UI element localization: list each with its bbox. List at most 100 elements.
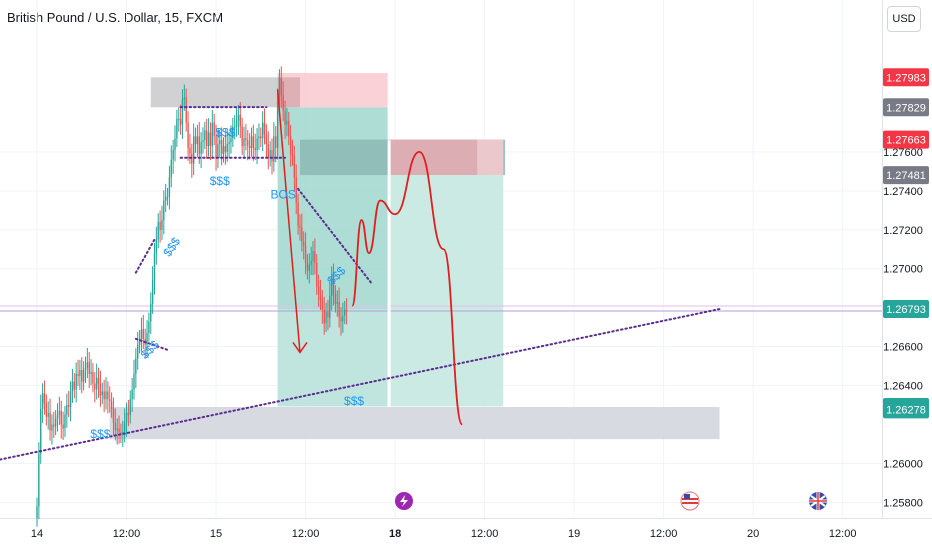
candle-body bbox=[271, 149, 273, 162]
candle-body bbox=[62, 424, 64, 429]
candle-body bbox=[263, 122, 266, 135]
candle-body bbox=[230, 138, 232, 143]
price-axis[interactable]: 1.25800 1.26000 1.26400 1.26600 1.27000 1.272… bbox=[883, 68, 929, 509]
candle-body bbox=[243, 138, 245, 147]
candle-body bbox=[207, 132, 210, 147]
candle-body bbox=[228, 142, 230, 145]
mid-sweep bbox=[134, 238, 156, 274]
candle-body bbox=[94, 383, 96, 390]
demand-zone bbox=[109, 407, 720, 440]
right-target-zone bbox=[389, 175, 504, 407]
candle-body bbox=[247, 140, 249, 147]
price-tick-label: 1.26600 bbox=[883, 342, 923, 354]
candle-body bbox=[71, 381, 74, 392]
candle-body bbox=[54, 418, 57, 427]
candle-body bbox=[342, 315, 344, 322]
candle-body bbox=[293, 155, 296, 178]
candle-body bbox=[282, 95, 284, 111]
candle-body bbox=[103, 391, 105, 400]
lightning-icon[interactable] bbox=[395, 492, 413, 510]
candle-body bbox=[308, 264, 310, 271]
economic-events[interactable] bbox=[395, 491, 827, 511]
candle-body bbox=[289, 136, 292, 154]
time-axis[interactable]: 14 12:00 15 12:00 18 12:00 19 12:00 20 12:00 bbox=[31, 528, 857, 540]
candle-body bbox=[340, 317, 342, 322]
candle-body bbox=[204, 130, 206, 141]
currency-button[interactable]: USD bbox=[887, 6, 921, 32]
candle-body bbox=[38, 453, 40, 507]
candle-body bbox=[286, 120, 288, 125]
candle-body bbox=[276, 101, 279, 148]
candle-body bbox=[202, 140, 204, 143]
candle-body bbox=[288, 120, 290, 137]
candle-body bbox=[235, 120, 238, 127]
candle-body bbox=[125, 412, 128, 423]
candle-body bbox=[258, 136, 260, 139]
candle-body bbox=[129, 399, 131, 415]
price-badge bbox=[883, 130, 929, 149]
candle-body bbox=[295, 177, 297, 203]
projection-path bbox=[351, 150, 464, 426]
candle-body bbox=[187, 122, 189, 148]
time-tick-label: 12:00 bbox=[650, 528, 678, 540]
candle-body bbox=[135, 358, 137, 374]
candle-body bbox=[176, 118, 178, 139]
candle-body bbox=[101, 391, 103, 396]
candle-body bbox=[338, 301, 340, 318]
candle-body bbox=[107, 391, 109, 400]
right-stop-overlap bbox=[389, 139, 478, 176]
candle-body bbox=[73, 381, 75, 390]
candle-body bbox=[185, 97, 187, 123]
liquidity-label: $$$ bbox=[90, 427, 110, 441]
uk-flag-icon[interactable] bbox=[809, 492, 827, 510]
candle-body bbox=[278, 77, 281, 102]
candle-body bbox=[127, 412, 130, 415]
candle-body bbox=[68, 405, 70, 407]
time-tick-label: 12:00 bbox=[113, 528, 141, 540]
candle-body bbox=[157, 222, 159, 240]
candle-body bbox=[241, 126, 243, 147]
candle-body bbox=[260, 136, 262, 139]
candle-body bbox=[95, 377, 98, 390]
candle-body bbox=[248, 146, 251, 148]
candle-body bbox=[297, 202, 299, 226]
candle-body bbox=[213, 122, 215, 137]
candle-body bbox=[114, 422, 117, 431]
candle-body bbox=[332, 276, 335, 295]
candle-body bbox=[265, 134, 268, 145]
candle-body bbox=[178, 118, 180, 120]
candle-body bbox=[88, 362, 90, 374]
candle-body bbox=[291, 153, 294, 156]
price-tick-label: 1.27200 bbox=[883, 225, 923, 237]
candle-body bbox=[334, 294, 337, 304]
descending-channel bbox=[297, 187, 372, 284]
candle-body bbox=[345, 309, 348, 312]
candle-body bbox=[148, 321, 150, 333]
trendline bbox=[0, 308, 721, 461]
candle-body bbox=[181, 99, 184, 125]
candle-body bbox=[299, 225, 301, 228]
candle-body bbox=[198, 136, 200, 154]
candle-body bbox=[140, 329, 143, 339]
candle-body bbox=[273, 136, 275, 162]
time-tick-label: 19 bbox=[568, 528, 580, 540]
candle-body bbox=[58, 410, 61, 415]
candle-body bbox=[302, 241, 305, 246]
candle-body bbox=[45, 403, 48, 417]
candle-body bbox=[284, 111, 286, 125]
candle-body bbox=[90, 371, 92, 374]
candle-body bbox=[222, 146, 225, 154]
us-flag-icon[interactable] bbox=[680, 491, 700, 511]
candle-body bbox=[327, 311, 329, 318]
left-sweep bbox=[134, 337, 171, 352]
candle-body bbox=[43, 393, 46, 404]
candle-body bbox=[97, 377, 100, 384]
candle-body bbox=[174, 138, 176, 150]
candle-body bbox=[232, 126, 234, 139]
candle-body bbox=[118, 428, 120, 433]
time-tick-label: 15 bbox=[210, 528, 222, 540]
candle-body bbox=[183, 97, 186, 100]
candle-body bbox=[280, 77, 283, 96]
candle-body bbox=[138, 338, 141, 345]
